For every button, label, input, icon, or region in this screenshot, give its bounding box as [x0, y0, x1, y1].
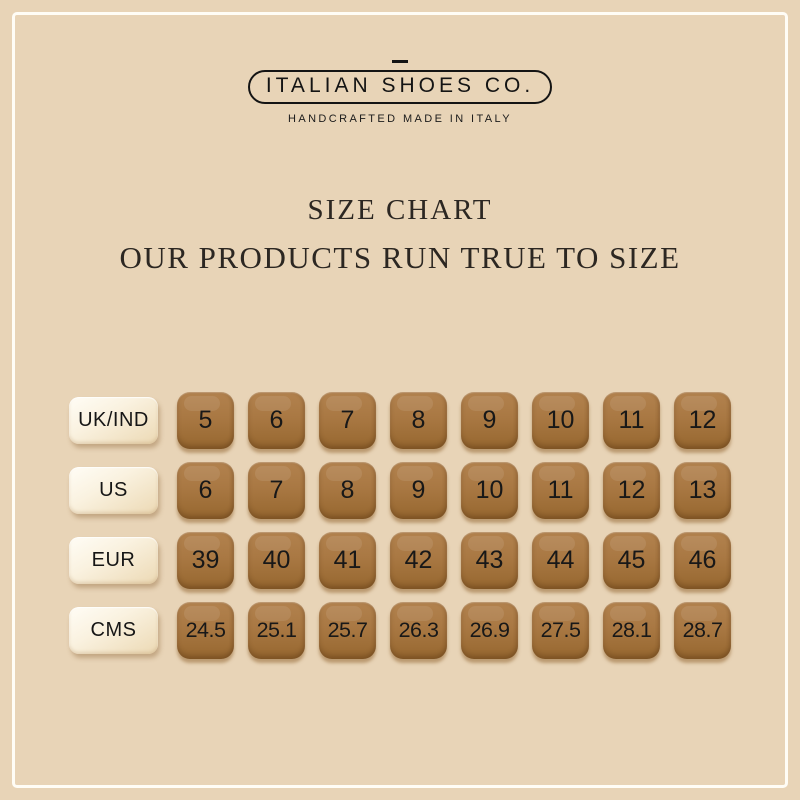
size-tile: 28.1 [603, 602, 660, 659]
logo-dash-icon [391, 60, 408, 63]
size-tile: 44 [532, 532, 589, 589]
size-tile: 28.7 [674, 602, 731, 659]
size-tile: 7 [248, 462, 305, 519]
size-tile: 13 [674, 462, 731, 519]
size-tile: 46 [674, 532, 731, 589]
size-tile: 11 [532, 462, 589, 519]
size-tile: 25.7 [319, 602, 376, 659]
size-row-cms: CMS 24.5 25.1 25.7 26.3 26.9 27.5 28.1 28.7 [69, 602, 731, 659]
size-tile: 9 [461, 392, 518, 449]
size-tile: 27.5 [532, 602, 589, 659]
size-table: UK/IND 5 6 7 8 9 10 11 12 US 6 7 8 9 10 11 12 13 EUR 39 40 41… [69, 392, 731, 659]
size-tile: 6 [248, 392, 305, 449]
brand-logo: ITALIAN SHOES CO. HANDCRAFTED MADE IN IT… [247, 60, 553, 125]
size-tile: 39 [177, 532, 234, 589]
row-label-us: US [69, 467, 158, 514]
size-chart-title: SIZE CHART [307, 194, 493, 226]
size-tile: 45 [603, 532, 660, 589]
size-row-uk-ind: UK/IND 5 6 7 8 9 10 11 12 [69, 392, 731, 449]
size-tile: 7 [319, 392, 376, 449]
size-tile: 9 [390, 462, 447, 519]
headings: SIZE CHART OUR PRODUCTS RUN TRUE TO SIZE [119, 194, 680, 276]
brand-tagline: HANDCRAFTED MADE IN ITALY [287, 113, 512, 125]
brand-name: ITALIAN SHOES CO. [247, 70, 553, 104]
size-tile: 8 [390, 392, 447, 449]
true-to-size-subtitle: OUR PRODUCTS RUN TRUE TO SIZE [119, 240, 681, 275]
size-tile: 41 [319, 532, 376, 589]
size-row-eur: EUR 39 40 41 42 43 44 45 46 [69, 532, 731, 589]
size-tile: 26.9 [461, 602, 518, 659]
size-tile: 5 [177, 392, 234, 449]
row-label-cms: CMS [69, 607, 158, 654]
content-area: ITALIAN SHOES CO. HANDCRAFTED MADE IN IT… [15, 15, 785, 785]
size-tile: 10 [461, 462, 518, 519]
size-tile: 8 [319, 462, 376, 519]
size-tile: 12 [674, 392, 731, 449]
size-tile: 25.1 [248, 602, 305, 659]
size-tile: 40 [248, 532, 305, 589]
row-label-eur: EUR [69, 537, 158, 584]
row-label-uk-ind: UK/IND [69, 397, 158, 444]
size-tile: 26.3 [390, 602, 447, 659]
size-tile: 11 [603, 392, 660, 449]
size-tile: 10 [532, 392, 589, 449]
size-tile: 6 [177, 462, 234, 519]
size-tile: 42 [390, 532, 447, 589]
size-tile: 12 [603, 462, 660, 519]
size-row-us: US 6 7 8 9 10 11 12 13 [69, 462, 731, 519]
size-tile: 24.5 [177, 602, 234, 659]
size-tile: 43 [461, 532, 518, 589]
